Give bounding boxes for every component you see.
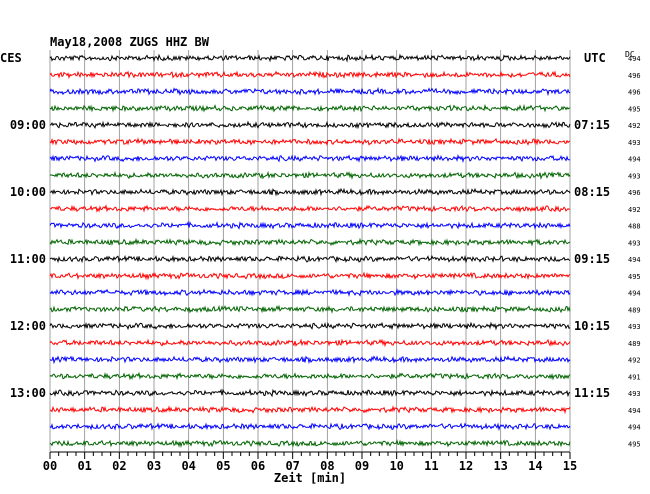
x-tick-label: 05 xyxy=(216,459,230,473)
trace-group xyxy=(49,53,571,449)
left-time-label: 09:00 xyxy=(10,118,46,132)
trace-13 xyxy=(49,271,571,281)
dc-value: 492 xyxy=(628,122,641,130)
x-tick-label: 07 xyxy=(285,459,299,473)
trace-4 xyxy=(49,120,571,130)
dc-value: 492 xyxy=(628,357,641,365)
dc-value: 493 xyxy=(628,172,641,180)
trace-22 xyxy=(49,422,571,432)
trace-5 xyxy=(49,137,571,147)
dc-value: 494 xyxy=(628,424,641,432)
dc-value: 491 xyxy=(628,373,641,381)
x-tick-label: 04 xyxy=(181,459,195,473)
left-time-label: 12:00 xyxy=(10,319,46,333)
left-time-label: 11:00 xyxy=(10,252,46,266)
dc-value: 494 xyxy=(628,256,641,264)
trace-21 xyxy=(49,405,571,415)
right-time-label: 10:15 xyxy=(574,319,610,333)
x-tick-label: 08 xyxy=(320,459,334,473)
dc-value: 495 xyxy=(628,105,641,113)
trace-20 xyxy=(49,388,571,398)
left-zone-label: CES xyxy=(0,51,22,65)
grid-lines xyxy=(49,50,571,452)
trace-1 xyxy=(49,70,571,80)
right-zone-label: UTC xyxy=(584,51,606,65)
x-tick-label: 09 xyxy=(355,459,369,473)
dc-value: 494 xyxy=(628,156,641,164)
trace-14 xyxy=(49,288,571,297)
trace-18 xyxy=(49,355,571,365)
x-tick-label: 06 xyxy=(251,459,265,473)
right-time-label: 07:15 xyxy=(574,118,610,132)
dc-value: 493 xyxy=(628,323,641,331)
x-tick-label: 01 xyxy=(77,459,91,473)
right-time-label: 08:15 xyxy=(574,185,610,199)
x-tick-label: 00 xyxy=(43,459,57,473)
dc-value: 493 xyxy=(628,390,641,398)
x-tick-label: 12 xyxy=(459,459,473,473)
trace-2 xyxy=(49,86,571,97)
x-tick-label: 02 xyxy=(112,459,126,473)
right-time-label: 09:15 xyxy=(574,252,610,266)
dc-value: 488 xyxy=(628,223,641,231)
x-tick-label: 14 xyxy=(528,459,542,473)
x-tick-label: 10 xyxy=(389,459,403,473)
x-axis: 00 01 02 03 04 05 06 07 08 09 10 11 12 13 14 15 xyxy=(43,451,577,473)
dc-value: 496 xyxy=(628,189,641,197)
left-time-label: 13:00 xyxy=(10,386,46,400)
dc-value: 493 xyxy=(628,139,641,147)
dc-value: 492 xyxy=(628,206,641,214)
trace-6 xyxy=(49,153,571,164)
trace-0 xyxy=(49,53,571,63)
trace-9 xyxy=(49,204,571,214)
trace-11 xyxy=(49,237,571,247)
x-tick-label: 15 xyxy=(563,459,577,473)
x-tick-label: 11 xyxy=(424,459,438,473)
trace-12 xyxy=(49,254,571,264)
chart-title: May18,2008 ZUGS HHZ BW xyxy=(50,35,210,49)
trace-3 xyxy=(49,103,571,113)
dc-value: 493 xyxy=(628,239,641,247)
dc-value: 489 xyxy=(628,306,641,314)
dc-value: 494 xyxy=(628,290,641,298)
trace-10 xyxy=(49,220,571,230)
x-axis-label: Zeit [min] xyxy=(274,471,346,485)
dc-value: 494 xyxy=(628,407,641,415)
dc-value: 496 xyxy=(628,89,641,97)
dc-header: DC xyxy=(625,50,635,59)
x-tick-label: 03 xyxy=(147,459,161,473)
x-tick-label: 13 xyxy=(493,459,507,473)
dc-value: 489 xyxy=(628,340,641,348)
trace-19 xyxy=(49,371,571,381)
trace-7 xyxy=(49,170,571,181)
right-time-label: 11:15 xyxy=(574,386,610,400)
trace-17 xyxy=(49,338,571,348)
trace-15 xyxy=(49,304,571,314)
left-time-label: 10:00 xyxy=(10,185,46,199)
dc-value: 495 xyxy=(628,440,641,448)
trace-8 xyxy=(49,187,571,197)
time-labels: 494 496 496 495 492 09:00 07:15 493 494 493 496 10:… xyxy=(10,55,641,448)
dc-value: 494 xyxy=(628,55,641,63)
dc-value: 495 xyxy=(628,273,641,281)
dc-value: 496 xyxy=(628,72,641,80)
trace-23 xyxy=(49,438,571,449)
trace-16 xyxy=(49,321,571,331)
